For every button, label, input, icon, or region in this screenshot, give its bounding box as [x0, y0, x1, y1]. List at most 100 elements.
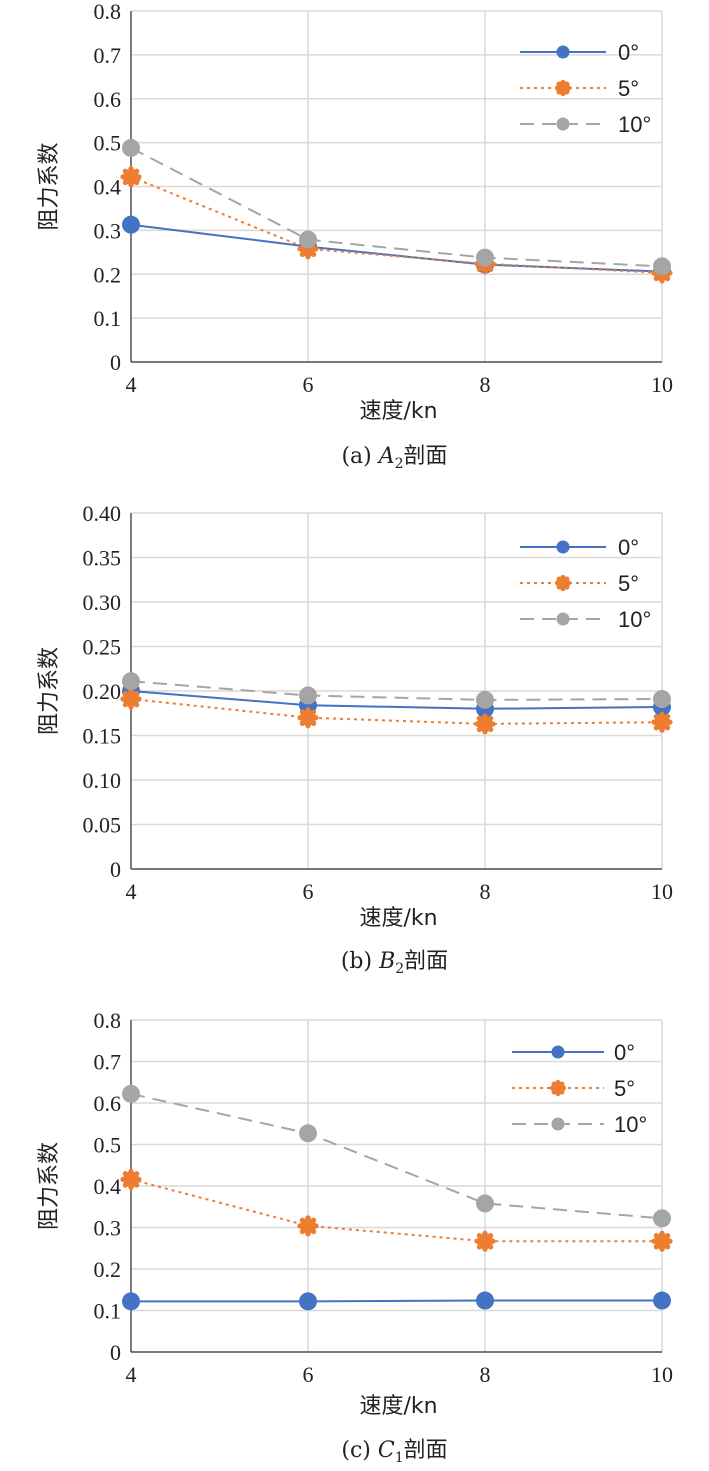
data-point-5deg-tooth — [134, 1182, 140, 1188]
data-point-5deg-tooth — [490, 721, 496, 727]
caption-subscript: 1 — [395, 1450, 404, 1466]
legend-marker-5deg-tooth — [560, 90, 566, 97]
y-tick-label: 0.6 — [94, 87, 122, 112]
data-point-5deg — [474, 713, 496, 735]
x-axis-label: 速度/kn — [359, 1394, 437, 1419]
figure-caption: (c) C1剖面 — [341, 1438, 447, 1466]
data-point-5deg-tooth — [665, 1244, 671, 1250]
legend: 0° 5° 10° — [512, 1040, 647, 1137]
legend-marker-5deg — [549, 1079, 567, 1097]
series-line-0deg — [130, 690, 663, 710]
legend-marker-5deg-tooth — [555, 1090, 561, 1097]
y-tick-label: 0.4 — [94, 175, 122, 200]
caption-suffix: 剖面 — [404, 444, 448, 469]
caption-suffix: 剖面 — [404, 1438, 448, 1463]
data-point-5deg-tooth — [651, 1238, 657, 1244]
data-point-5deg-tooth — [476, 715, 482, 721]
legend-marker-0deg — [551, 1045, 565, 1059]
data-point-5deg-tooth — [134, 179, 140, 186]
data-point-5deg — [120, 166, 142, 188]
data-point-10deg — [476, 690, 494, 709]
y-tick-label: 0 — [110, 350, 121, 375]
legend-marker-0deg — [556, 45, 570, 59]
y-tick-label: 0 — [110, 857, 121, 882]
x-tick-label: 4 — [126, 1362, 137, 1387]
data-point-5deg-tooth — [482, 1230, 488, 1236]
data-point-5deg-tooth — [299, 720, 305, 726]
data-point-10deg — [122, 138, 140, 157]
x-tick-label: 10 — [651, 372, 673, 397]
data-point-5deg-tooth — [297, 246, 303, 252]
data-point-0deg — [476, 1291, 494, 1310]
data-point-5deg-tooth — [665, 275, 671, 282]
x-tick-label: 4 — [126, 879, 137, 904]
data-point-10deg — [653, 257, 671, 276]
y-tick-label: 0.40 — [83, 501, 122, 526]
data-point-5deg-tooth — [488, 266, 494, 272]
data-point-5deg-tooth — [299, 709, 305, 715]
data-point-5deg-tooth — [476, 266, 482, 272]
data-point-5deg-tooth — [488, 726, 494, 733]
data-point-5deg-tooth — [665, 1232, 671, 1239]
data-point-5deg-tooth — [122, 690, 128, 696]
data-point-5deg-tooth — [305, 723, 311, 729]
data-point-5deg — [297, 1215, 319, 1237]
legend-marker-0deg — [556, 540, 570, 554]
x-tick-label: 6 — [303, 1362, 314, 1387]
x-tick-label: 8 — [480, 372, 491, 397]
data-point-0deg — [299, 1292, 317, 1311]
legend-marker-5deg-tooth — [556, 576, 562, 582]
series-line-10deg — [130, 147, 663, 268]
caption-letter: A — [377, 444, 395, 469]
y-tick-label: 0.8 — [94, 0, 122, 24]
legend-marker-5deg-tooth — [560, 574, 566, 581]
y-tick-label: 0.3 — [94, 1216, 122, 1241]
y-axis-label: 阻力系数 — [37, 1142, 62, 1230]
y-tick-label: 0.2 — [94, 262, 122, 287]
data-point-5deg-tooth — [651, 719, 657, 725]
y-tick-label: 0.5 — [94, 1133, 122, 1158]
data-point-10deg — [476, 248, 494, 267]
data-point-5deg-tooth — [122, 1182, 128, 1188]
data-point-10deg — [653, 690, 671, 709]
y-axis-label: 阻力系数 — [37, 647, 62, 735]
data-point-5deg-tooth — [305, 1231, 311, 1237]
data-point-5deg-tooth — [476, 1244, 482, 1250]
caption-subscript: 2 — [395, 961, 404, 977]
legend-marker-10deg — [556, 117, 570, 131]
data-point-5deg-tooth — [665, 725, 671, 731]
data-point-5deg-tooth — [311, 720, 317, 726]
data-point-5deg-tooth — [128, 182, 134, 188]
y-tick-label: 0.7 — [94, 43, 122, 68]
data-point-5deg-tooth — [305, 1215, 311, 1221]
data-point-5deg — [120, 688, 142, 710]
data-point-5deg — [120, 1168, 142, 1190]
legend-marker-5deg-tooth — [560, 585, 566, 592]
legend-marker-5deg-tooth — [551, 1081, 557, 1087]
caption-subscript: 2 — [395, 456, 404, 472]
legend-label-0deg: 0° — [618, 40, 639, 65]
data-point-5deg-tooth — [313, 246, 319, 252]
chart-panel-b: 0 0.05 0.10 0.15 0.20 0.25 0.30 0.35 0.40 4 6 8 10 速度… — [0, 488, 709, 985]
data-point-5deg-tooth — [490, 1238, 496, 1244]
data-point-5deg-tooth — [665, 713, 671, 720]
data-point-10deg — [299, 1124, 317, 1143]
chart-svg-0: 0 0.1 0.2 0.3 0.4 0.5 0.6 0.7 0.8 4 6 8 10 速度/kn 阻力系数 0… — [37, 0, 673, 472]
data-point-5deg-tooth — [488, 1232, 494, 1239]
data-point-5deg-tooth — [653, 725, 659, 731]
data-point-5deg-tooth — [488, 1244, 494, 1250]
legend-marker-5deg-tooth — [556, 89, 562, 95]
y-tick-label: 0.6 — [94, 1091, 122, 1116]
x-tick-label: 6 — [303, 879, 314, 904]
data-point-10deg — [122, 672, 140, 691]
data-point-5deg-tooth — [128, 1184, 134, 1190]
series-line-5deg — [130, 1178, 662, 1243]
x-tick-label: 8 — [480, 879, 491, 904]
data-point-5deg-tooth — [659, 727, 665, 733]
data-point-5deg-tooth — [667, 1238, 673, 1244]
data-point-5deg-tooth — [134, 690, 140, 696]
x-tick-label: 4 — [126, 372, 137, 397]
legend-marker-5deg-tooth — [564, 89, 570, 95]
chart-svg-2: 0 0.1 0.2 0.3 0.4 0.5 0.6 0.7 0.8 4 6 8 10 速度/kn 阻力系数 0… — [37, 1008, 673, 1466]
data-point-5deg-tooth — [128, 704, 134, 710]
